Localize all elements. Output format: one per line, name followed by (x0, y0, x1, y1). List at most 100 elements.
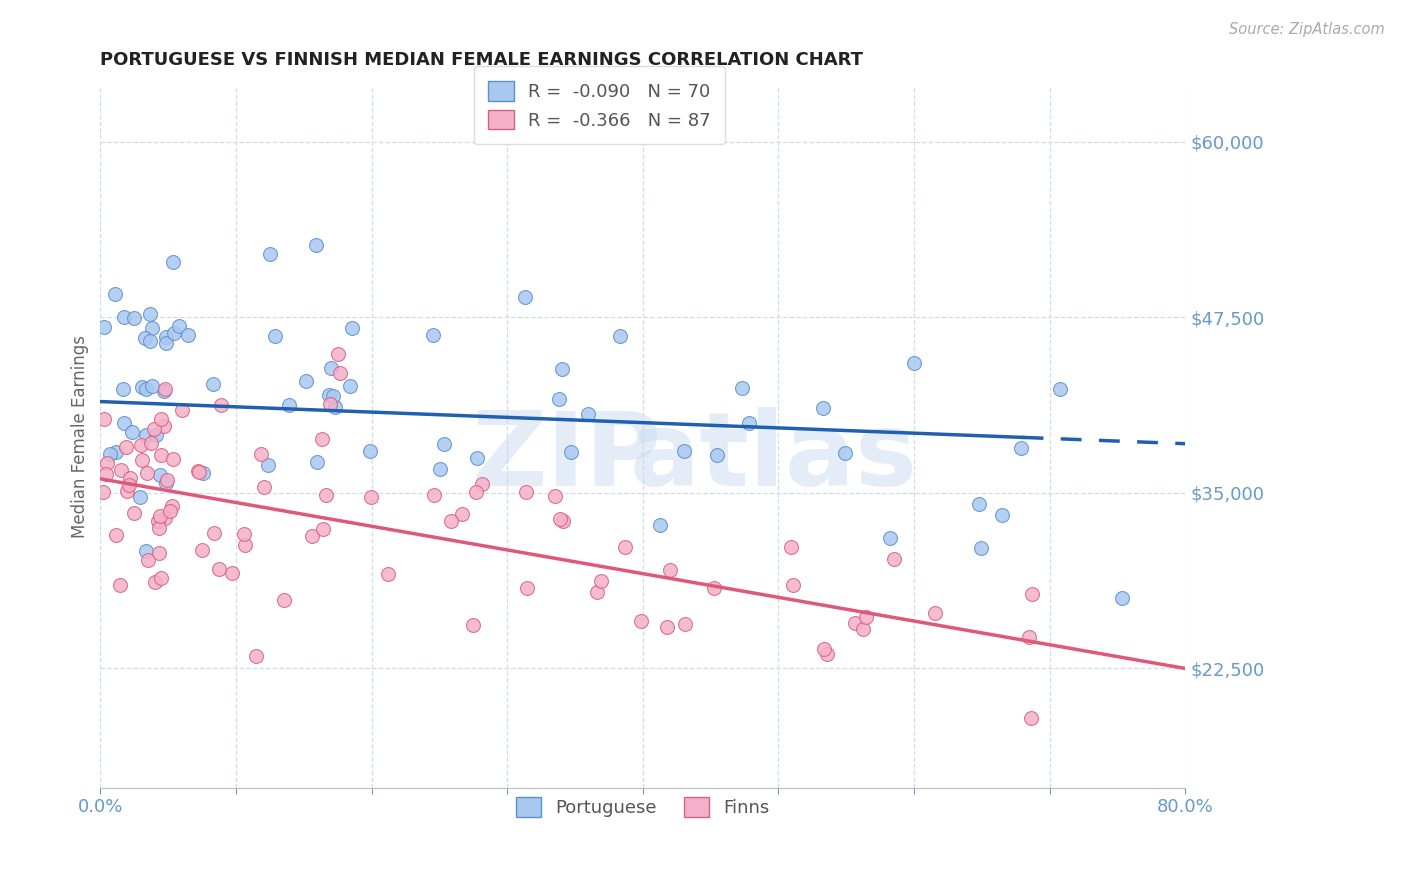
Point (136, 552, 159, 566)
Point (129, 438, 152, 452)
Point (141, 321, 163, 335)
Point (156, 473, 179, 487)
Point (422, 327, 444, 342)
Point (245, 648, 267, 663)
Text: Source: ZipAtlas.com: Source: ZipAtlas.com (1229, 22, 1385, 37)
Point (465, 451, 488, 466)
Point (991, 508, 1014, 522)
Point (924, 606, 946, 620)
Point (252, 480, 274, 494)
Point (149, 411, 172, 425)
Point (201, 376, 224, 391)
Point (576, 407, 599, 421)
Point (152, 384, 174, 398)
Point (148, 546, 170, 560)
Point (211, 398, 233, 412)
Point (162, 326, 184, 340)
Point (301, 529, 323, 543)
Point (318, 387, 340, 401)
Point (589, 574, 612, 588)
Point (121, 425, 143, 439)
Point (429, 462, 451, 476)
Point (112, 416, 135, 430)
Point (834, 446, 856, 460)
Point (162, 451, 184, 466)
Point (544, 489, 567, 503)
Point (970, 541, 993, 555)
Point (852, 622, 875, 636)
Point (257, 458, 280, 472)
Point (703, 581, 725, 595)
Point (329, 366, 352, 380)
Point (135, 543, 157, 558)
Point (855, 610, 877, 624)
Point (259, 247, 281, 261)
Point (160, 499, 183, 513)
Point (115, 440, 138, 454)
Point (323, 400, 346, 414)
Point (104, 528, 127, 542)
Point (250, 447, 273, 461)
Point (360, 491, 382, 505)
Point (650, 518, 672, 533)
Point (780, 541, 803, 555)
Point (1010, 441, 1032, 455)
Point (146, 514, 169, 528)
Point (139, 334, 162, 348)
Point (673, 443, 696, 458)
Point (273, 592, 295, 607)
Point (811, 401, 834, 416)
Point (451, 507, 474, 521)
Point (551, 514, 574, 528)
Text: PORTUGUESE VS FINNISH MEDIAN FEMALE EARNINGS CORRELATION CHART: PORTUGUESE VS FINNISH MEDIAN FEMALE EARN… (100, 51, 863, 69)
Point (326, 347, 349, 361)
Point (191, 466, 214, 480)
Point (879, 531, 901, 545)
Point (278, 399, 301, 413)
Point (155, 335, 177, 350)
Point (135, 383, 157, 397)
Text: ZIP: ZIP (471, 408, 662, 508)
Point (1111, 591, 1133, 605)
Point (813, 642, 835, 657)
Point (129, 490, 152, 504)
Point (150, 571, 173, 585)
Point (124, 506, 146, 520)
Point (105, 445, 128, 459)
Point (111, 382, 134, 396)
Point (1018, 630, 1040, 644)
Point (108, 578, 131, 592)
Point (155, 382, 177, 396)
Point (162, 255, 184, 269)
Point (339, 379, 361, 393)
Point (319, 396, 342, 410)
Point (471, 477, 494, 491)
Point (516, 581, 538, 595)
Point (93, 319, 115, 334)
Point (312, 522, 335, 536)
Point (167, 319, 190, 334)
Point (131, 453, 153, 467)
Point (187, 466, 209, 480)
Point (155, 511, 177, 525)
Point (967, 497, 990, 511)
Point (191, 543, 214, 558)
Point (1021, 586, 1043, 600)
Point (148, 508, 170, 523)
Point (815, 647, 838, 661)
Point (112, 310, 135, 324)
Point (149, 468, 172, 483)
Legend: Portuguese, Finns: Portuguese, Finns (509, 790, 778, 824)
Point (359, 444, 381, 458)
Point (883, 551, 905, 566)
Point (630, 615, 652, 629)
Text: atlas: atlas (628, 408, 917, 508)
Point (149, 448, 172, 462)
Point (305, 455, 328, 469)
Point (464, 485, 486, 500)
Point (159, 504, 181, 518)
Point (122, 310, 145, 325)
Point (143, 575, 166, 590)
Point (377, 567, 399, 582)
Point (152, 419, 174, 434)
